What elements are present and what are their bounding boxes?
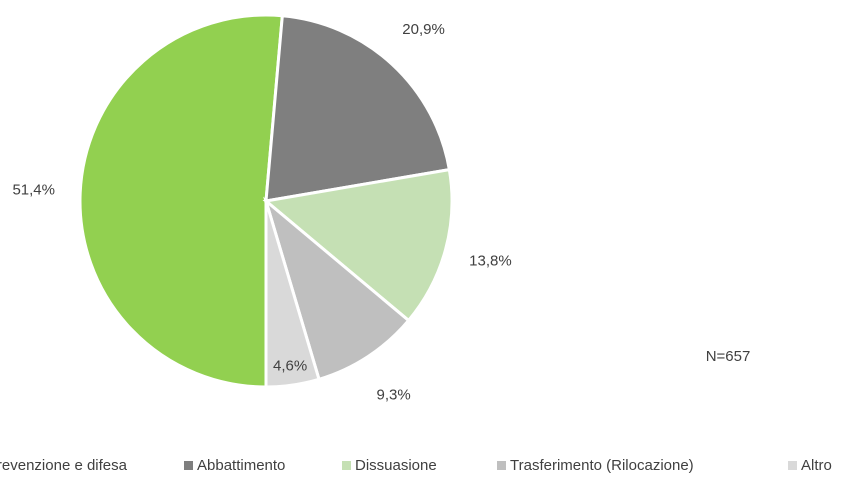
pie-slice [264, 14, 452, 203]
pie-slice [78, 13, 284, 389]
legend-label: Abbattimento [197, 457, 285, 474]
pie-slice [264, 200, 321, 389]
legend-swatch [184, 461, 193, 470]
legend-label: Prevenzione e difesa [0, 457, 128, 474]
data-label: 51,4% [12, 182, 55, 199]
data-label: 13,8% [469, 253, 512, 270]
legend-label: Dissuasione [355, 457, 437, 474]
legend-swatch [497, 461, 506, 470]
annotation: N=657 [706, 348, 751, 365]
legend-swatch [342, 461, 351, 470]
legend-label: Altro [801, 457, 832, 474]
pie-slice [263, 196, 411, 382]
data-label: 9,3% [377, 386, 411, 403]
legend-label: Trasferimento (Rilocazione) [510, 457, 694, 474]
legend-swatch [788, 461, 797, 470]
pie-slice [262, 167, 454, 323]
data-label: 4,6% [273, 358, 307, 375]
data-label: 20,9% [402, 21, 445, 38]
